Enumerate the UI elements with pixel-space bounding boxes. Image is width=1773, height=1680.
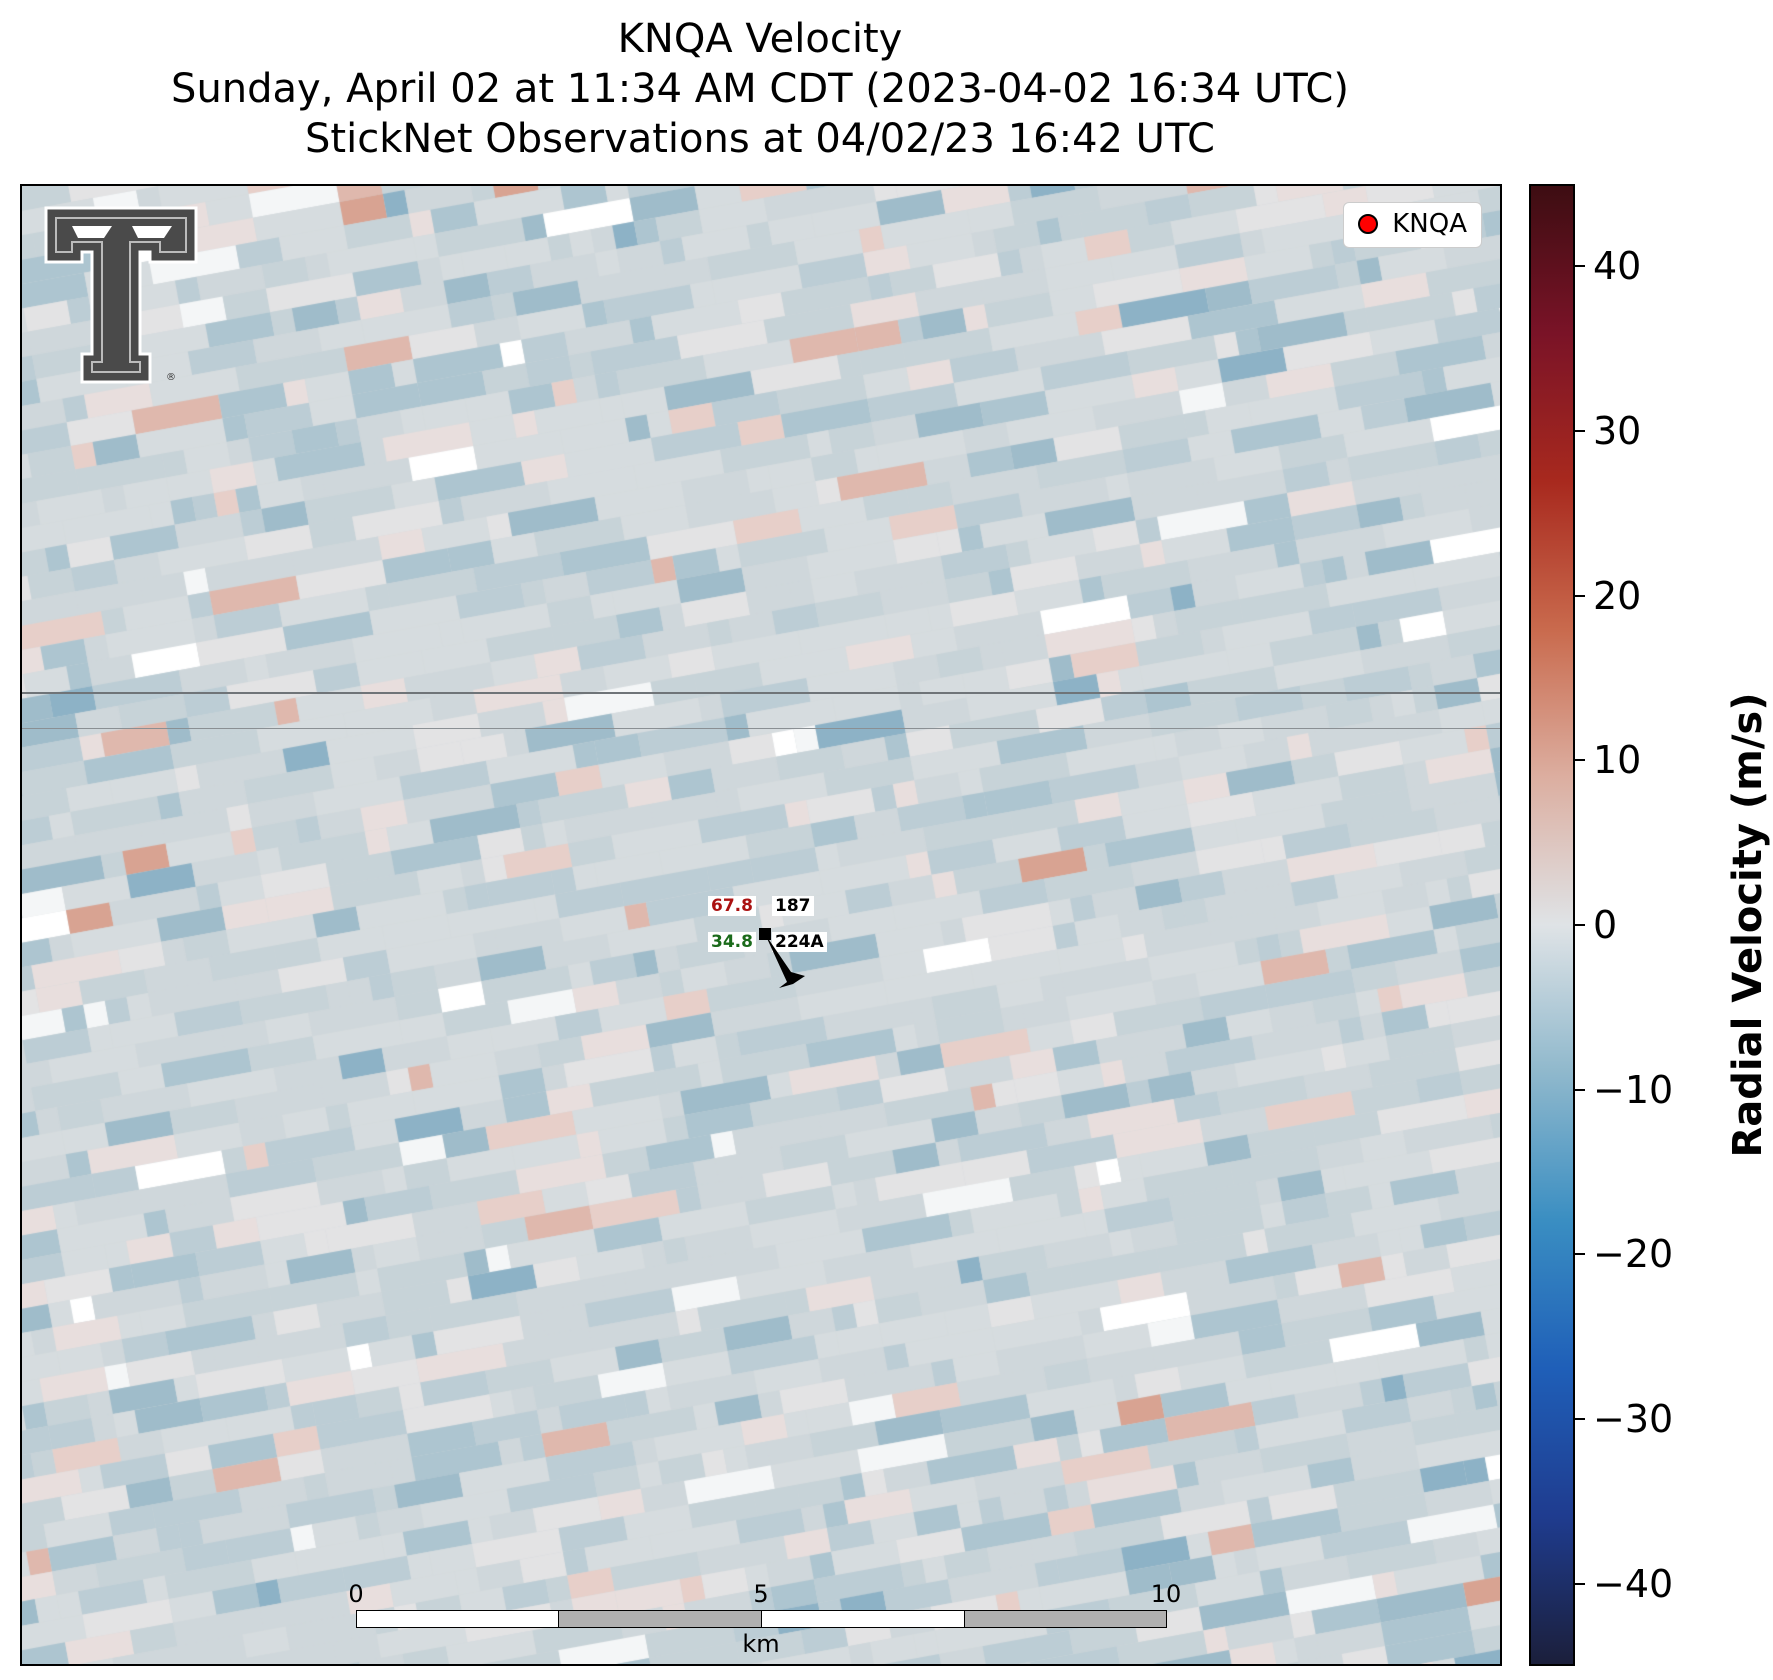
chart-subtitle-observations: StickNet Observations at 04/02/23 16:42 … [305,116,1215,162]
colorbar-tick-label: −20 [1593,1232,1674,1277]
scale-bar-unit: km [742,1630,780,1658]
wind-barb-icon[interactable] [757,926,827,996]
scale-bar-tick: 10 [1150,1580,1182,1608]
chart-subtitle-time: Sunday, April 02 at 11:34 AM CDT (2023-0… [171,66,1349,112]
station-dewpoint: 34.8 [708,932,756,952]
scale-bar-tick: 5 [753,1580,769,1608]
station-temperature: 67.8 [708,896,756,916]
colorbar-tick [1575,759,1585,762]
svg-text:®: ® [166,372,176,383]
scale-bar-tick: 0 [348,1580,364,1608]
scale-bar-segment [964,1610,1167,1628]
colorbar-tick-label: −30 [1593,1397,1674,1441]
county-boundary-line [22,728,1500,729]
colorbar-tick-label: −10 [1593,1067,1674,1112]
radar-site-marker-icon [1358,214,1379,234]
colorbar [1529,184,1575,1666]
station-id: 224A [772,932,827,952]
colorbar-tick [1575,265,1585,268]
colorbar-tick-label: 30 [1593,409,1642,453]
colorbar-tick [1575,1418,1585,1420]
colorbar-tick-label: −40 [1593,1561,1674,1606]
scale-bar: 0 5 10 km [348,1580,1181,1658]
colorbar-tick-label: 40 [1593,244,1642,289]
radar-velocity-field [22,186,1500,1664]
county-boundary-line [22,692,1500,694]
colorbar-tick-label: 20 [1593,573,1642,618]
map-legend: KNQA [1343,202,1482,248]
colorbar-tick [1575,430,1585,432]
colorbar-title: Radial Velocity (m/s) [1725,692,1771,1158]
chart-title: KNQA Velocity [617,16,903,62]
colorbar-tick [1575,924,1585,926]
radar-velocity-map: ® KNQA 67.8 187 34.8 224A 0 5 10 km [20,184,1502,1666]
colorbar-tick [1575,1253,1585,1256]
station-pressure: 187 [772,896,814,916]
legend-label: KNQA [1392,209,1467,239]
colorbar-tick-label: 10 [1593,738,1642,783]
scale-bar-segment [558,1610,762,1628]
colorbar-tick [1575,1088,1585,1091]
scale-bar-segment [356,1610,559,1628]
colorbar-tick [1575,594,1585,597]
colorbar-tick-label: 0 [1593,903,1618,947]
texas-tech-logo-icon: ® [44,206,198,384]
colorbar-tick [1575,1582,1585,1585]
scale-bar-segment [761,1610,965,1628]
